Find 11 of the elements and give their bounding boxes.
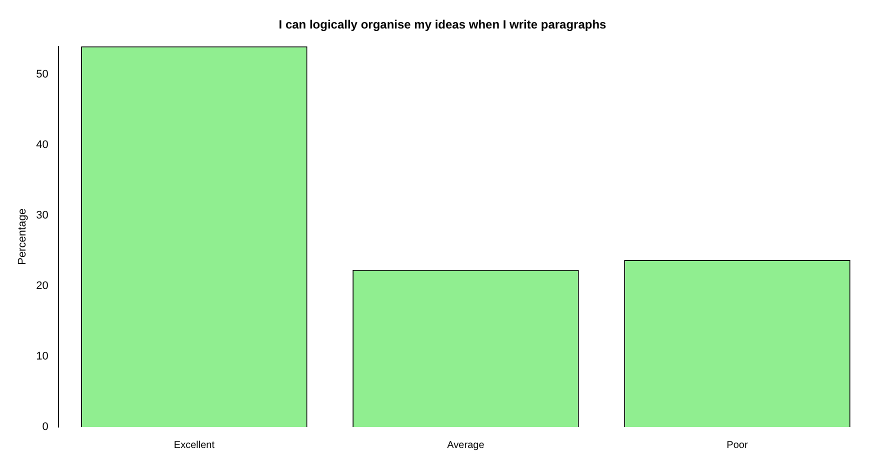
x-tick-label: Poor [726,440,748,451]
y-tick-label: 20 [36,280,48,292]
y-axis-title: Percentage [16,208,29,265]
y-tick-label: 30 [36,210,48,222]
chart-title: I can logically organise my ideas when I write paragraphs [278,18,607,32]
x-tick-label: Average [447,440,485,451]
y-tick-label: 10 [36,350,48,363]
y-tick-label: 50 [36,68,48,81]
y-tick-label: 0 [42,421,48,434]
y-tick-label: 40 [36,139,48,152]
x-tick-label: Excellent [174,440,215,451]
